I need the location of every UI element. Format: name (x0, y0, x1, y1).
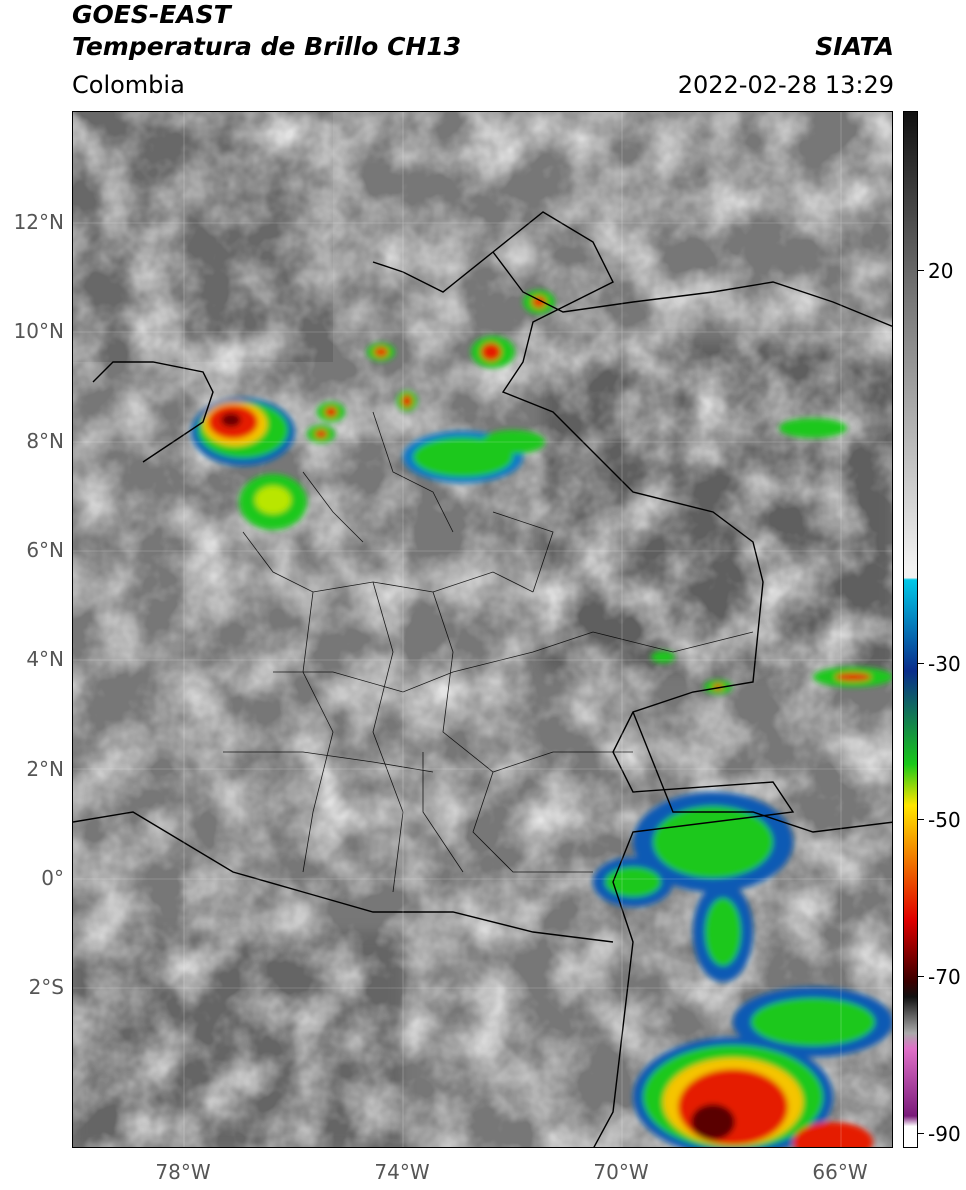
lat-label-2n: 2°N (26, 757, 64, 781)
lat-label-6n: 6°N (26, 538, 64, 562)
lat-label-0: 0° (41, 866, 64, 890)
lon-label-74w: 74°W (374, 1160, 430, 1184)
lon-label-66w: 66°W (812, 1160, 868, 1184)
map-svg (73, 112, 892, 1147)
colorbar-label-20: 20 (928, 259, 954, 283)
country-borders (73, 211, 892, 1147)
colorbar-tick-20 (918, 270, 924, 271)
lat-label-10n: 10°N (13, 319, 64, 343)
temperature-colorbar (903, 111, 918, 1148)
colorbar-label-minus50: -50 (928, 808, 961, 832)
colorbar-label-minus30: -30 (928, 652, 961, 676)
colorbar-tick-minus90 (918, 1133, 924, 1134)
lon-label-78w: 78°W (155, 1160, 211, 1184)
region-label: Colombia (72, 71, 185, 99)
graticule (73, 112, 892, 1147)
datetime-label: 2022-02-28 13:29 (677, 71, 894, 99)
colorbar-tick-minus30 (918, 663, 924, 664)
convection-cells (191, 290, 892, 1147)
colorbar-tick-minus50 (918, 819, 924, 820)
lat-label-12n: 12°N (13, 210, 64, 234)
colorbar-tick-minus70 (918, 976, 924, 977)
title-satellite: GOES-EAST (72, 0, 231, 29)
colorbar-label-minus70: -70 (928, 965, 961, 989)
department-borders (223, 411, 754, 893)
lat-label-4n: 4°N (26, 647, 64, 671)
title-product: Temperatura de Brillo CH13 (72, 32, 462, 61)
organization-label: SIATA (815, 32, 894, 61)
lat-label-2s: 2°S (28, 975, 64, 999)
satellite-map[interactable] (72, 111, 893, 1148)
colorbar-label-minus90: -90 (928, 1122, 961, 1146)
lon-label-70w: 70°W (593, 1160, 649, 1184)
lat-label-8n: 8°N (26, 429, 64, 453)
